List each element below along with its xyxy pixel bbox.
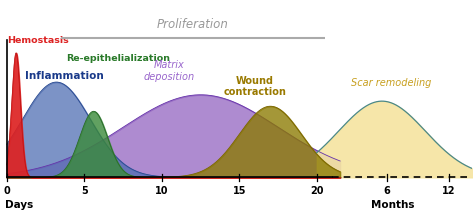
Text: Wound
contraction: Wound contraction	[223, 76, 286, 97]
Text: Inflammation: Inflammation	[25, 71, 104, 81]
Text: 10: 10	[155, 186, 169, 196]
Text: Scar remodeling: Scar remodeling	[351, 78, 431, 88]
Text: Days: Days	[5, 200, 34, 210]
Text: Months: Months	[371, 200, 415, 210]
Text: Hemostasis: Hemostasis	[8, 36, 69, 45]
Text: Proliferation: Proliferation	[157, 18, 229, 31]
Text: 6: 6	[383, 186, 390, 196]
Text: Matrix
deposition: Matrix deposition	[144, 60, 195, 82]
Text: 20: 20	[310, 186, 324, 196]
Text: 0: 0	[3, 186, 10, 196]
Text: 15: 15	[233, 186, 246, 196]
Text: 5: 5	[81, 186, 88, 196]
Text: 12: 12	[442, 186, 456, 196]
Text: Re-epithelialization: Re-epithelialization	[66, 54, 170, 63]
